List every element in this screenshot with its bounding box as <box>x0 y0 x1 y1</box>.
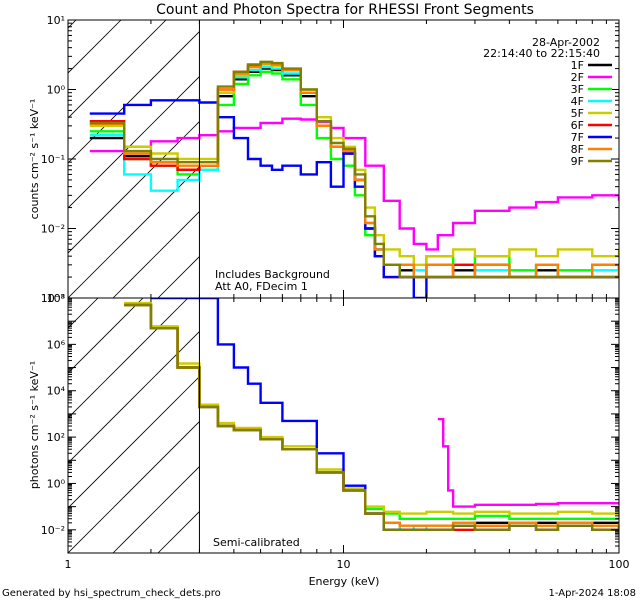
legend-label-5f: 5F <box>571 107 584 120</box>
legend-label-4f: 4F <box>571 95 584 108</box>
y-tick-label-top: 10⁻¹ <box>41 153 65 166</box>
bottom-lines <box>124 298 619 531</box>
hatch-line <box>0 0 188 298</box>
y-tick-label-bot: 10⁶ <box>47 338 66 351</box>
legend-label-8f: 8F <box>571 143 584 156</box>
series-line-9f-bot <box>124 303 619 531</box>
y-tick-label-top: 10⁻³ <box>41 292 65 305</box>
hatch-line <box>68 253 368 553</box>
top-annotation-attenuator: Att A0, FDecim 1 <box>215 280 308 293</box>
series-line-2f-bot <box>437 417 619 508</box>
chart-title: Count and Photon Spectra for RHESSI Fron… <box>156 2 534 18</box>
top-lines <box>89 60 619 298</box>
hatch-line <box>0 253 233 553</box>
legend-label-6f: 6F <box>571 119 584 132</box>
hatch-line <box>0 0 233 298</box>
y-tick-label-bot: 10⁸ <box>47 292 66 305</box>
y-tick-label-bot: 10⁻² <box>41 524 65 537</box>
bottom-frame <box>67 297 620 554</box>
footer-timestamp: 1-Apr-2024 18:08 <box>549 588 636 599</box>
x-tick-label: 100 <box>609 558 630 571</box>
hatch-line <box>0 253 143 553</box>
hatch-line <box>113 0 413 298</box>
x-tick-label: 1 <box>65 558 72 571</box>
bottom-y-label: photons cm⁻² s⁻¹ keV⁻¹ <box>28 361 41 489</box>
hatch-line <box>23 0 323 298</box>
footer-generated-by: Generated by hsi_spectrum_check_dets.pro <box>2 588 221 599</box>
legend-label-3f: 3F <box>571 83 584 96</box>
y-tick-label-bot: 10⁰ <box>47 477 66 490</box>
top-ticks: 10¹ 10⁰ 10⁻¹ 10⁻² 10⁻³ <box>41 14 620 305</box>
hatch-line <box>113 253 413 553</box>
hatch-line <box>23 253 323 553</box>
series-line-5f-top <box>89 63 619 266</box>
series-line-2f-top <box>89 117 619 251</box>
series-line-9f-top <box>89 60 619 279</box>
hatched-region-bot <box>68 298 200 553</box>
bottom-ticks: 10⁸ 10⁶ 10⁴ 10² 10⁰ 10⁻² 1 10 100 <box>41 292 630 571</box>
top-annotation-background: Includes Background <box>215 268 330 281</box>
bottom-annotation: Semi-calibrated <box>213 536 300 549</box>
x-axis-label: Energy (keV) <box>309 575 380 588</box>
y-tick-label-top: 10⁰ <box>47 84 66 97</box>
legend-label-1f: 1F <box>571 59 584 72</box>
legend-label-2f: 2F <box>571 71 584 84</box>
legend-label-9f: 9F <box>571 155 584 168</box>
y-tick-label-top: 10¹ <box>47 14 65 27</box>
hatch-line <box>0 0 143 298</box>
top-panel: 10¹ 10⁰ 10⁻¹ 10⁻² 10⁻³ 28-Apr-2002 22:14:40 … <box>0 0 620 305</box>
y-tick-label-bot: 10⁴ <box>47 385 66 398</box>
bottom-panel: 10⁸ 10⁶ 10⁴ 10² 10⁰ 10⁻² 1 10 100 Semi-calibrate… <box>0 253 630 588</box>
legend-label-7f: 7F <box>571 131 584 144</box>
top-y-label: counts cm⁻² s⁻¹ keV⁻¹ <box>28 99 41 220</box>
x-tick-label: 10 <box>337 558 351 571</box>
y-tick-label-top: 10⁻² <box>41 223 65 236</box>
y-tick-label-bot: 10² <box>47 431 65 444</box>
top-date: 28-Apr-2002 <box>532 36 600 49</box>
top-time-range: 22:14:40 to 22:15:40 <box>483 47 600 60</box>
hatch-line <box>0 253 278 553</box>
hatch-line <box>68 0 368 298</box>
